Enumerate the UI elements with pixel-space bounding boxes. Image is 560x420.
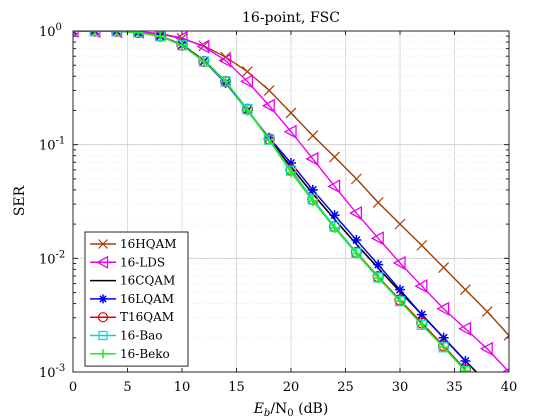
data-point [350,173,362,185]
legend-item: 16-LDS [90,255,165,269]
legend-label: T16QAM [120,310,174,324]
x-tick-label: 30 [392,380,409,395]
legend: 16HQAM 16-LDS 16CQAM 16LQAM T16QAM 16-Bao 16-B… [84,231,189,367]
series-line [73,31,509,372]
x-tick-label: 40 [501,380,518,395]
data-point [436,301,450,316]
x-tick-label: 35 [446,380,463,395]
y-tick-label: 10-2 [39,249,65,267]
data-point [370,231,384,246]
x-tick-label: 25 [337,380,354,395]
data-point [395,296,405,307]
data-point [261,98,275,113]
data-point [395,284,405,295]
axis-ticks [72,30,510,373]
data-point [394,218,406,230]
data-point [286,157,296,168]
data-point [458,321,472,336]
data-point [198,56,209,67]
data-point [307,184,318,195]
data-point [240,74,254,89]
data-point [155,31,166,42]
data-point [263,85,275,96]
data-point [285,107,297,119]
data-point [264,134,275,145]
data-point [351,234,362,245]
legend-item: 16HQAM [90,237,177,251]
data-point [177,40,187,51]
data-point [349,206,363,221]
y-tick-label: 10-3 [39,363,65,381]
data-point [438,262,450,273]
data-point [503,329,509,341]
x-tick-label: 5 [123,380,131,395]
data-point [307,130,319,142]
chart-title: 16-point, FSC [242,10,340,26]
data-point [218,53,232,68]
data-point [438,342,449,353]
data-point [392,255,406,271]
data-point [283,124,297,139]
x-tick-label: 15 [228,380,245,395]
legend-item: 16CQAM [90,274,175,288]
data-point [438,332,449,343]
data-point [220,76,231,87]
y-tick-labels: 100 10-1 10-2 10-3 [39,22,65,381]
data-point [307,195,318,206]
data-point [481,306,493,318]
data-point [97,312,109,323]
data-point [329,222,340,233]
legend-item: 16-Beko [90,347,170,361]
data-point [98,294,108,304]
legend-label: 16LQAM [120,292,174,306]
x-tick-label: 20 [283,380,300,395]
x-tick-label: 10 [174,380,191,395]
legend-label: 16CQAM [120,274,175,288]
y-tick-label: 10-1 [39,136,65,154]
data-point [373,273,384,284]
data-point [416,309,427,320]
x-tick-labels: 0 5 10 15 20 25 30 35 40 [69,380,517,395]
data-point [286,167,296,178]
data-point [416,239,428,251]
series-layer [73,31,509,372]
data-point [241,66,253,77]
data-point [414,278,428,294]
data-point [373,259,384,270]
data-point [329,151,341,163]
legend-label: 16HQAM [120,237,177,251]
data-point [98,349,108,359]
data-point [460,355,471,366]
data-point [98,330,108,341]
data-point [242,105,253,116]
data-point [416,319,427,330]
data-point [96,255,109,269]
data-point [460,366,471,372]
x-axis-title: Eb/N0 (dB) [253,401,329,419]
data-point [351,248,362,259]
legend-item: 16LQAM [90,292,174,306]
data-point [327,179,341,194]
data-point [479,341,493,356]
data-point [305,151,319,166]
legend-item: 16-Bao [90,329,163,343]
data-point [329,210,340,221]
legend-label: 16-Bao [120,329,163,343]
data-point [459,284,471,296]
data-point [133,31,144,38]
legend-label: 16-Beko [120,347,170,361]
data-point [372,197,384,208]
x-tick-label: 0 [69,380,77,395]
y-axis-title: SER [12,185,28,216]
y-tick-label: 100 [39,22,62,40]
data-point [98,239,108,249]
data-point [196,39,210,54]
legend-item: T16QAM [90,310,174,324]
legend-label: 16-LDS [120,255,165,269]
